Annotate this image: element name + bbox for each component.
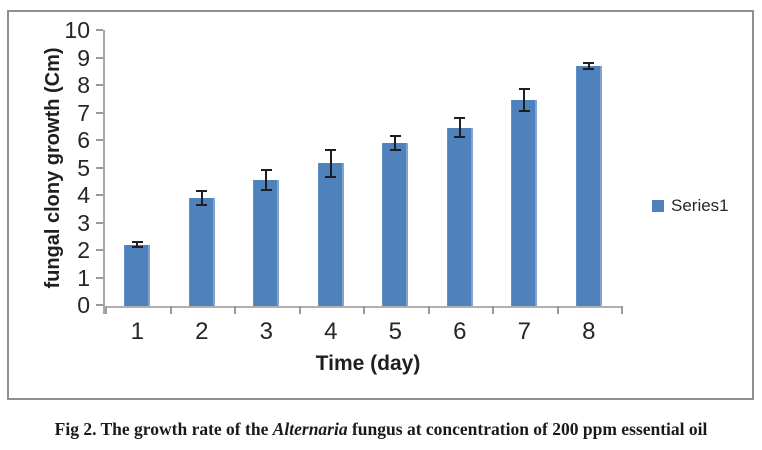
plot-layer: 0 1 2 3 4 5 6 7 8 9 10 1 2 3 4 5 6 7 8 <box>9 12 752 398</box>
y-axis-title: fungal clony growth (Cm) <box>42 47 64 289</box>
error-bar-line <box>200 190 203 205</box>
y-tick-label: 3 <box>77 209 90 236</box>
error-bar-cap-top <box>260 169 272 172</box>
x-tick <box>556 306 559 314</box>
y-tick <box>96 194 103 196</box>
bar-day-6 <box>446 127 473 306</box>
error-bar-line <box>136 241 139 248</box>
error-bar-cap-bottom <box>131 246 143 249</box>
error-bar-cap-bottom <box>196 203 208 206</box>
x-tick <box>234 306 236 314</box>
error-bar-line <box>587 63 590 69</box>
error-bar-cap-top <box>325 148 337 151</box>
error-bar-cap-bottom <box>454 136 466 139</box>
bar-day-4 <box>317 163 344 306</box>
y-tick <box>96 249 103 251</box>
error-bar-line <box>394 135 397 150</box>
y-tick <box>96 276 103 279</box>
y-tick-label: 6 <box>77 127 90 153</box>
legend-series-label: Series1 <box>671 196 729 215</box>
y-tick-label: 8 <box>77 72 90 98</box>
caption-species-name: Alternaria <box>272 419 348 439</box>
error-bar-cap-top <box>454 117 466 119</box>
error-bar-cap-bottom <box>583 67 595 70</box>
x-tick <box>427 306 430 314</box>
y-tick-label: 5 <box>77 154 90 181</box>
error-bar-cap-top <box>583 62 595 64</box>
x-tick-label-6: 6 <box>453 318 467 345</box>
bar-day-2 <box>188 197 215 306</box>
bar-day-1 <box>124 244 151 306</box>
x-tick-label-3: 3 <box>259 318 273 345</box>
x-tick-label-2: 2 <box>195 318 209 345</box>
x-axis-title: Time (day) <box>315 352 421 375</box>
y-tick <box>96 139 103 141</box>
y-tick <box>96 111 103 114</box>
caption-suffix: fungus at concentration of 200 ppm essen… <box>347 419 708 439</box>
y-tick-label: 4 <box>77 182 90 208</box>
y-tick <box>96 84 103 86</box>
y-tick-label: 10 <box>64 17 90 43</box>
bar-day-8 <box>575 65 602 306</box>
x-tick-label-1: 1 <box>130 318 144 345</box>
y-tick-label: 2 <box>77 237 90 263</box>
bar-day-3 <box>253 179 280 306</box>
y-tick <box>96 221 103 224</box>
y-tick-label: 1 <box>77 264 90 291</box>
x-tick <box>298 306 301 314</box>
figure-caption: Fig 2. The growth rate of the Alternaria… <box>0 418 762 440</box>
x-tick-label-4: 4 <box>324 318 338 345</box>
error-bar-cap-top <box>196 189 208 192</box>
x-tick <box>105 306 107 314</box>
y-axis-line <box>103 30 105 314</box>
bar-day-5 <box>382 142 409 306</box>
caption-prefix: Fig 2. The growth rate of the <box>54 419 273 439</box>
error-bar-cap-top <box>518 88 530 91</box>
y-tick-label: 0 <box>77 292 90 318</box>
legend: Series1 <box>652 196 729 216</box>
y-tick <box>96 304 103 306</box>
legend-swatch-icon <box>652 200 664 212</box>
error-bar-cap-bottom <box>389 148 401 151</box>
y-tick <box>96 56 103 59</box>
bar-day-7 <box>511 100 538 306</box>
error-bar-line <box>458 118 461 138</box>
y-tick-label: 7 <box>77 99 90 126</box>
y-tick-label: 9 <box>77 44 90 71</box>
error-bar-line <box>329 149 332 178</box>
error-bar-cap-top <box>131 240 143 243</box>
error-bar-cap-bottom <box>518 110 530 113</box>
x-tick-label-7: 7 <box>517 318 531 345</box>
error-bar-line <box>523 89 526 112</box>
chart-frame: 0 1 2 3 4 5 6 7 8 9 10 1 2 3 4 5 6 7 8 fungal clony growth… <box>7 10 754 400</box>
error-bar-line <box>265 170 268 190</box>
x-tick-label-8: 8 <box>582 318 596 345</box>
x-tick <box>363 306 365 314</box>
x-tick <box>169 306 172 314</box>
x-tick <box>621 306 623 314</box>
x-tick <box>492 306 494 314</box>
x-tick-label-5: 5 <box>388 318 402 345</box>
error-bar-cap-bottom <box>260 188 272 191</box>
y-tick <box>96 29 103 31</box>
error-bar-cap-bottom <box>325 176 337 179</box>
error-bar-cap-top <box>389 134 401 137</box>
y-tick <box>96 166 103 169</box>
